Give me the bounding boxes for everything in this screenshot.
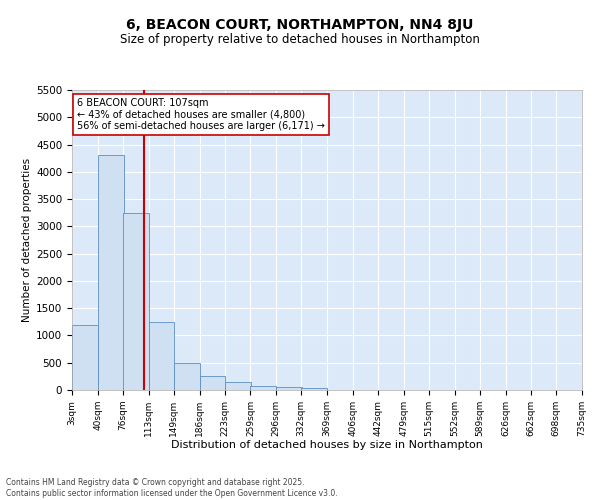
Bar	[225, 382, 251, 390]
Y-axis label: Number of detached properties: Number of detached properties	[22, 158, 32, 322]
Text: Contains HM Land Registry data © Crown copyright and database right 2025.
Contai: Contains HM Land Registry data © Crown c…	[6, 478, 338, 498]
Bar	[72, 324, 98, 390]
Bar	[98, 156, 124, 390]
Bar	[199, 376, 225, 390]
Text: Size of property relative to detached houses in Northampton: Size of property relative to detached ho…	[120, 32, 480, 46]
Bar	[123, 212, 149, 390]
Bar	[149, 322, 175, 390]
Bar	[174, 362, 199, 390]
X-axis label: Distribution of detached houses by size in Northampton: Distribution of detached houses by size …	[171, 440, 483, 450]
Text: 6, BEACON COURT, NORTHAMPTON, NN4 8JU: 6, BEACON COURT, NORTHAMPTON, NN4 8JU	[127, 18, 473, 32]
Bar	[301, 388, 327, 390]
Bar	[250, 386, 276, 390]
Bar	[276, 388, 302, 390]
Text: 6 BEACON COURT: 107sqm
← 43% of detached houses are smaller (4,800)
56% of semi-: 6 BEACON COURT: 107sqm ← 43% of detached…	[77, 98, 325, 132]
